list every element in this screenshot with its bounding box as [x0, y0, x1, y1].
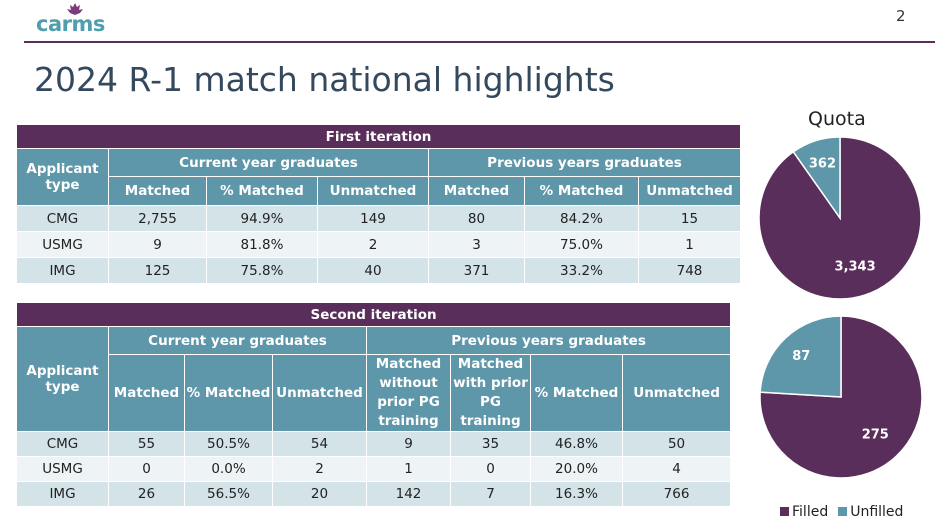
applicant-type-cell: CMG [16, 205, 109, 232]
cell: 75.0% [524, 231, 639, 258]
table-row: CMG 2,755 94.9% 149 80 84.2% 15 [16, 205, 742, 232]
quota-title: Quota [808, 108, 866, 130]
cell: 766 [621, 481, 732, 507]
col-matched-with-pg: Matched with prior PG training [450, 354, 531, 432]
cell: 9 [366, 431, 451, 457]
cell: 149 [317, 205, 429, 232]
page-number: 2 [896, 7, 906, 25]
applicant-type-cell: USMG [16, 456, 109, 482]
cell: 1 [637, 231, 742, 258]
legend-filled: Filled [780, 504, 828, 520]
second-iteration-title: Second iteration [15, 302, 732, 327]
table-row: IMG 125 75.8% 40 371 33.2% 748 [16, 257, 742, 284]
second-iteration-table: Second iteration Applicant type Current … [15, 302, 732, 507]
col-unmatched: Unmatched [317, 176, 429, 206]
cell: 46.8% [530, 431, 623, 457]
cell: 94.9% [206, 205, 318, 232]
header-divider [24, 41, 935, 43]
cell: 56.5% [184, 481, 273, 507]
cell: 20 [272, 481, 367, 507]
pie-legend: Filled Unfilled [780, 504, 903, 520]
col-matched: Matched [428, 176, 525, 206]
cell: 50.5% [184, 431, 273, 457]
logo-text: carms [36, 12, 105, 36]
cell: 55 [108, 431, 185, 457]
applicant-type-cell: USMG [16, 231, 109, 258]
table-row: IMG 26 56.5% 20 142 7 16.3% 766 [16, 481, 732, 507]
applicant-type-header: Applicant type [16, 148, 109, 206]
col-matched: Matched [108, 176, 207, 206]
cell: 35 [450, 431, 531, 457]
cell: 15 [637, 205, 742, 232]
cell: 16.3% [530, 481, 623, 507]
cell: 2 [317, 231, 429, 258]
col-unmatched: Unmatched [637, 176, 742, 206]
cell: 75.8% [206, 257, 318, 284]
pie-label-unfilled: 362 [809, 157, 836, 172]
cell: 40 [317, 257, 429, 284]
current-year-group-header: Current year graduates [108, 326, 367, 355]
cell: 0 [450, 456, 531, 482]
pie-label-filled: 3,343 [835, 260, 876, 275]
cell: 7 [450, 481, 531, 507]
previous-years-group-header: Previous years graduates [427, 148, 742, 177]
cell: 9 [108, 231, 207, 258]
cell: 2 [272, 456, 367, 482]
legend-unfilled: Unfilled [838, 504, 903, 520]
pie-slice-unfilled [759, 315, 842, 398]
cell: 142 [366, 481, 451, 507]
applicant-type-header: Applicant type [16, 326, 109, 432]
pie-slice-unfilled [792, 136, 841, 221]
quota-pie-second: 275 87 [759, 315, 923, 479]
maple-leaf-icon [67, 3, 83, 15]
cell: 371 [428, 257, 525, 284]
col-pct-matched: % Matched [184, 354, 273, 432]
applicant-type-cell: IMG [16, 481, 109, 507]
col-unmatched: Unmatched [621, 354, 732, 432]
previous-years-group-header: Previous years graduates [365, 326, 732, 355]
col-matched-without-pg: Matched without prior PG training [366, 354, 451, 432]
table-row: CMG 55 50.5% 54 9 35 46.8% 50 [16, 431, 732, 457]
cell: 0 [108, 456, 185, 482]
table-row: USMG 0 0.0% 2 1 0 20.0% 4 [16, 456, 732, 482]
page-title: 2024 R-1 match national highlights [34, 60, 615, 99]
cell: 125 [108, 257, 207, 284]
quota-pie-first: 3,343 362 [758, 136, 922, 300]
col-unmatched: Unmatched [272, 354, 367, 432]
legend-filled-label: Filled [792, 504, 829, 520]
legend-unfilled-swatch [838, 507, 848, 516]
cell: 50 [621, 431, 732, 457]
col-pct-matched: % Matched [206, 176, 318, 206]
first-iteration-table: First iteration Applicant type Current y… [15, 124, 742, 284]
legend-unfilled-label: Unfilled [850, 504, 904, 520]
cell: 54 [272, 431, 367, 457]
cell: 0.0% [184, 456, 273, 482]
cell: 33.2% [524, 257, 639, 284]
applicant-type-cell: IMG [16, 257, 109, 284]
current-year-group-header: Current year graduates [108, 148, 429, 177]
pie-label-unfilled: 87 [792, 349, 810, 364]
cell: 4 [621, 456, 732, 482]
pie-label-filled: 275 [862, 427, 889, 442]
cell: 3 [428, 231, 525, 258]
cell: 81.8% [206, 231, 318, 258]
carms-logo: carms [36, 3, 116, 36]
col-pct-matched: % Matched [524, 176, 639, 206]
table-row: USMG 9 81.8% 2 3 75.0% 1 [16, 231, 742, 258]
cell: 2,755 [108, 205, 207, 232]
cell: 80 [428, 205, 525, 232]
cell: 1 [366, 456, 451, 482]
cell: 748 [637, 257, 742, 284]
cell: 20.0% [530, 456, 623, 482]
col-matched: Matched [108, 354, 185, 432]
first-iteration-title: First iteration [15, 124, 742, 149]
legend-filled-swatch [780, 507, 789, 516]
cell: 84.2% [524, 205, 639, 232]
col-pct-matched: % Matched [530, 354, 623, 432]
cell: 26 [108, 481, 185, 507]
applicant-type-cell: CMG [16, 431, 109, 457]
